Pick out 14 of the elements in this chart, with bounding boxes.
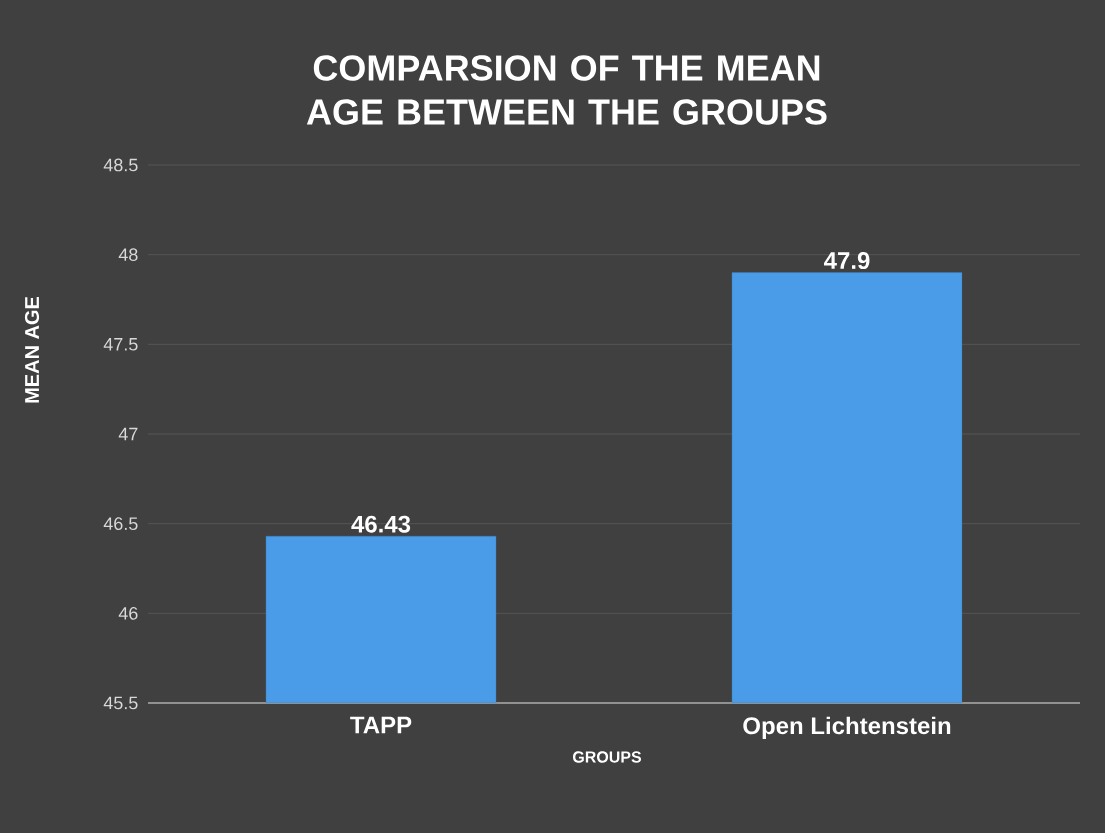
y-axis-title: MEAN AGE [24,296,40,403]
data-label: 46.43 [351,515,411,533]
chart-title: COMPARSION OF THE MEAN AGE BETWEEN THE GROUPS [306,55,827,125]
y-tick-label: 48.5 [103,158,138,172]
x-tick-label: Open Lichtenstein [743,716,951,740]
x-axis-title: GROUPS [572,751,642,763]
y-tick-label: 46 [118,606,138,620]
y-tick-label: 46.5 [103,517,138,531]
data-label: 47.9 [824,252,870,270]
y-tick-label: 47 [118,427,138,441]
y-tick-label: 45.5 [103,696,138,710]
x-tick-label: TAPP [350,716,412,734]
y-tick-label: 47.5 [103,338,138,351]
y-tick-label: 48 [118,248,138,262]
